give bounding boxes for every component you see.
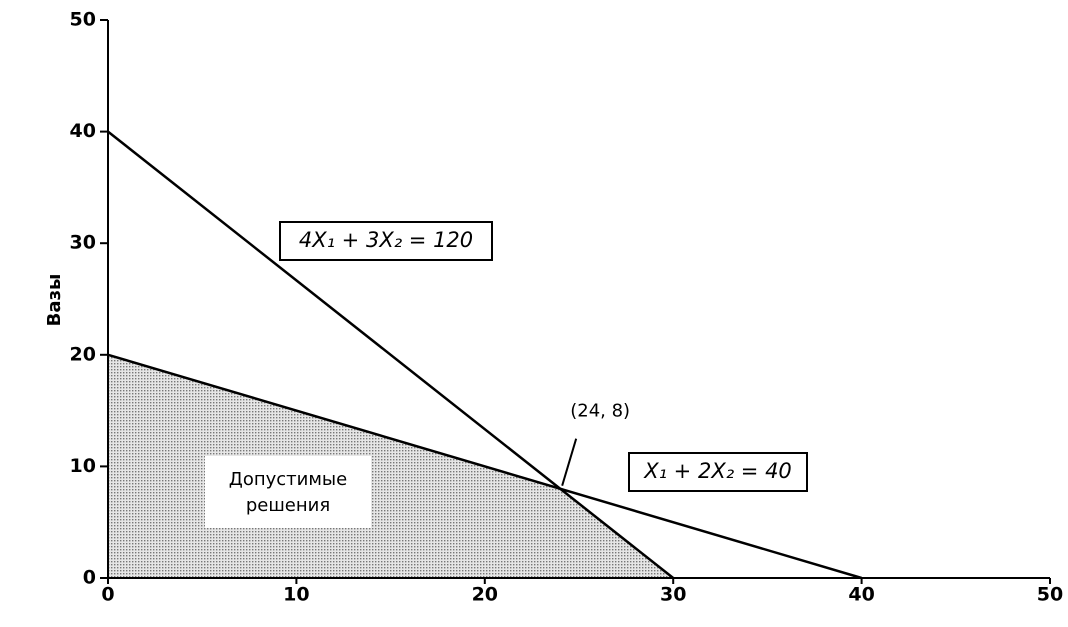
y-tick-label: 50 xyxy=(70,9,96,31)
x-tick-label: 10 xyxy=(283,584,309,606)
legend-entry: 4X₁ + 3X₂ = 120 xyxy=(299,228,473,252)
x-tick-label: 0 xyxy=(101,584,114,606)
constraint-line xyxy=(107,130,674,579)
region-label-box xyxy=(205,456,371,528)
constraint-line xyxy=(107,353,862,580)
legend-box xyxy=(279,221,493,261)
x-tick-label: 40 xyxy=(848,584,874,606)
region-label: решения xyxy=(246,495,330,516)
annotation-arrow xyxy=(561,438,578,487)
x-tick-label: 20 xyxy=(472,584,498,606)
y-tick-label: 40 xyxy=(70,120,96,142)
y-tick-label: 20 xyxy=(70,343,96,365)
feasible-region xyxy=(108,354,674,578)
y-tick-label: 30 xyxy=(70,232,96,254)
region-label: Допустимые xyxy=(229,469,347,490)
y-tick-label: 10 xyxy=(70,455,96,477)
legend-entry: X₁ + 2X₂ = 40 xyxy=(643,459,792,483)
y-axis-label: Вазы xyxy=(44,274,65,327)
x-tick-label: 50 xyxy=(1037,584,1063,606)
x-tick-label: 30 xyxy=(660,584,686,606)
annotation-label: (24, 8) xyxy=(570,401,630,422)
legend-box xyxy=(628,452,808,492)
y-tick-label: 0 xyxy=(83,567,96,589)
